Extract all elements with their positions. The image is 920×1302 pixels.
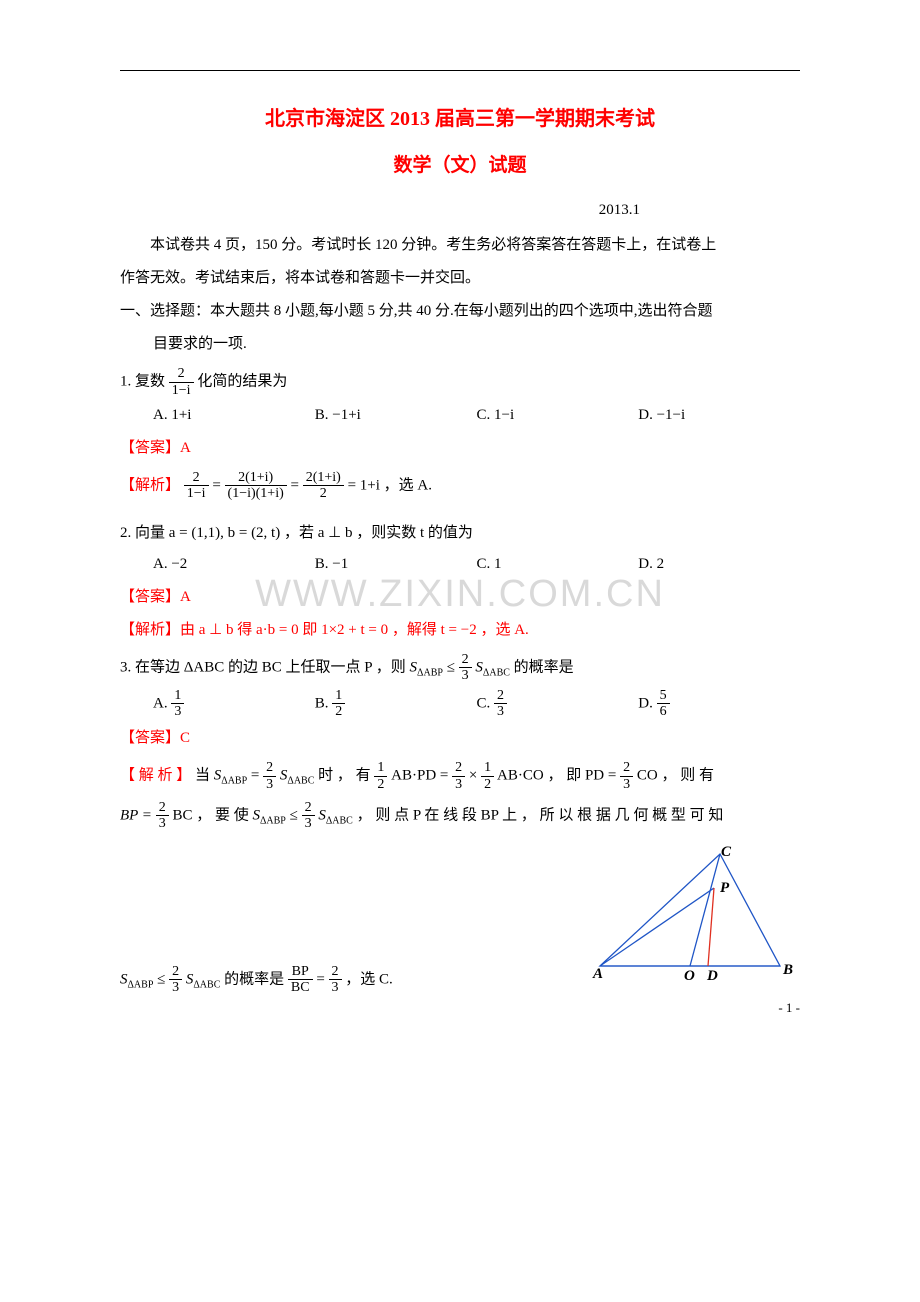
question-3-analysis-l1: 【 解 析 】 当 SΔABP = 23 SΔABC 时 ， 有 12 AB·P…: [120, 760, 800, 792]
q3-suffix: 的概率是: [514, 659, 574, 675]
fraction: 21−i: [184, 470, 209, 502]
svg-text:P: P: [720, 880, 730, 896]
page-title: 北京市海淀区 2013 届高三第一学期期末考试: [120, 101, 800, 137]
choice-b: B. −1+i: [315, 402, 477, 429]
eq-sign: =: [212, 477, 224, 493]
choice-c: C. 23: [477, 688, 639, 720]
analysis-label: 【解析】: [120, 477, 180, 493]
choice-a: A. −2: [153, 551, 315, 578]
svg-text:O: O: [684, 968, 695, 984]
svg-text:A: A: [592, 966, 603, 982]
eq-sign: =: [291, 477, 303, 493]
choice-c: C. 1: [477, 551, 639, 578]
fraction: 2(1+i)(1−i)(1+i): [225, 470, 287, 502]
choice-b: B. 12: [315, 688, 477, 720]
intro-line: 本试卷共 4 页，150 分。考试时长 120 分钟。考生务必将答案答在答题卡上…: [120, 232, 800, 259]
fraction: 23: [459, 652, 472, 684]
section-heading: 一、选择题：本大题共 8 小题,每小题 5 分,共 40 分.在每小题列出的四个…: [120, 298, 800, 325]
question-1-choices: A. 1+i B. −1+i C. 1−i D. −1−i: [120, 402, 800, 429]
q1-anal-tail: = 1+i ，选 A.: [348, 477, 432, 493]
choice-a: A. 13: [153, 688, 315, 720]
choice-d: D. 56: [638, 688, 800, 720]
choice-d: D. 2: [638, 551, 800, 578]
question-1-analysis: 【解析】 21−i = 2(1+i)(1−i)(1+i) = 2(1+i)2 =…: [120, 470, 800, 502]
choice-d: D. −1−i: [638, 402, 800, 429]
q3-prefix: 3. 在等边 ΔABC 的边 BC 上任取一点 P ，则: [120, 659, 410, 675]
question-2-stem: 2. 向量 a = (1,1), b = (2, t) ，若 a ⊥ b ，则实…: [120, 520, 800, 547]
question-2-analysis: 【解析】由 a ⊥ b 得 a·b = 0 即 1×2 + t = 0 ，解得 …: [120, 617, 800, 644]
triangle-figure: A B C O D P: [590, 846, 800, 996]
choice-b: B. −1: [315, 551, 477, 578]
q1-fraction: 21−i: [169, 366, 194, 398]
analysis-label: 【 解 析 】: [120, 768, 191, 784]
question-2-choices: A. −2 B. −1 C. 1 D. 2: [120, 551, 800, 578]
question-3-answer: 【答案】C: [120, 725, 800, 752]
page-subtitle: 数学（文）试题: [120, 149, 800, 183]
question-2-answer: 【答案】A: [120, 584, 800, 611]
question-1-stem: 1. 复数 21−i 化简的结果为: [120, 366, 800, 398]
page-number: - 1 -: [778, 996, 800, 1019]
intro-line: 作答无效。考试结束后，将本试卷和答题卡一并交回。: [120, 265, 800, 292]
choice-c: C. 1−i: [477, 402, 639, 429]
q1-prefix: 1. 复数: [120, 374, 165, 390]
choice-a: A. 1+i: [153, 402, 315, 429]
question-3-analysis-l2: BP = 23 BC ， 要 使 SΔABP ≤ 23 SΔABC ， 则 点 …: [120, 800, 800, 832]
question-1-answer: 【答案】A: [120, 435, 800, 462]
svg-text:D: D: [706, 968, 718, 984]
section-heading: 目要求的一项.: [120, 331, 800, 358]
exam-date: 2013.1: [120, 197, 800, 224]
svg-text:C: C: [721, 846, 732, 860]
question-3-choices: A. 13 B. 12 C. 23 D. 56: [120, 688, 800, 720]
horizontal-rule: [120, 70, 800, 71]
question-3-stem: 3. 在等边 ΔABC 的边 BC 上任取一点 P ，则 SΔABP ≤ 23 …: [120, 652, 800, 684]
fraction: 2(1+i)2: [303, 470, 344, 502]
question-3-analysis-l3: SΔABP ≤ 23 SΔABC 的概率是 BPBC = 23 ，选 C. A: [120, 846, 800, 996]
svg-text:B: B: [782, 962, 793, 978]
q1-suffix: 化简的结果为: [197, 374, 287, 390]
